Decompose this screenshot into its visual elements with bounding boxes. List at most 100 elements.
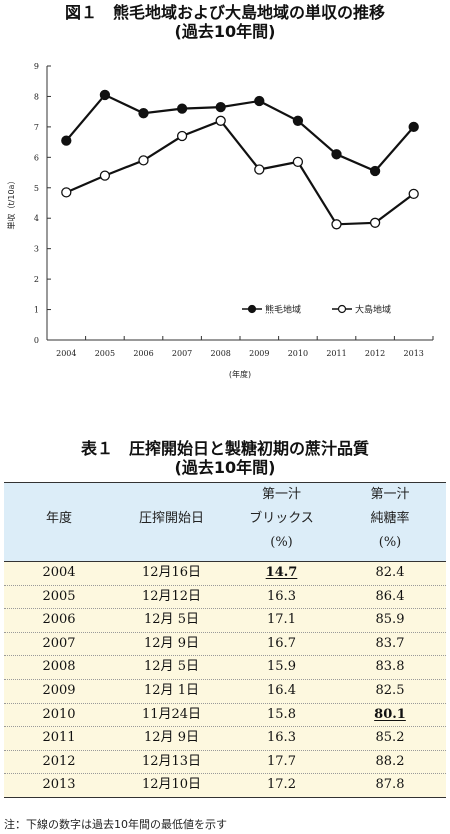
data-point-open xyxy=(138,155,149,166)
chart-axes: 0 1 2 3 4 5 6 7 8 9 2004 2005 2006 2007 2008 2009 2010 20… xyxy=(6,62,434,379)
cell-year: 2010 xyxy=(42,706,76,722)
header-brix: 第一汁 ブリックス (%) xyxy=(249,487,314,550)
data-point-filled xyxy=(61,135,72,146)
x-axis-label: (年度) xyxy=(229,369,251,379)
y-tick-label: 1 xyxy=(34,306,39,315)
table-row: 2009 12月 1日 16.4 82.5 xyxy=(4,679,446,704)
data-point-open xyxy=(99,170,111,181)
data-point-open xyxy=(369,217,381,228)
legend-marker xyxy=(247,304,257,314)
data-point-open xyxy=(292,156,304,168)
chart-series xyxy=(61,89,419,230)
data-point-filled xyxy=(292,115,304,126)
cell-start-date: 12月 1日 xyxy=(144,682,199,698)
cell-year: 2008 xyxy=(42,659,76,675)
figure-title: 図１ 熊毛地域および大島地域の単収の推移 xyxy=(64,3,385,22)
chart-legend: 熊毛地域 大島地域 xyxy=(242,304,391,316)
cell-brix: 14.7 xyxy=(265,565,298,580)
cell-start-date: 12月 5日 xyxy=(144,612,199,628)
data-point-filled xyxy=(99,89,111,101)
cell-purity: 87.8 xyxy=(375,777,405,793)
data-point-filled xyxy=(215,101,226,113)
y-tick-label: 9 xyxy=(34,62,39,71)
data-point-filled xyxy=(408,121,419,133)
table-row: 2013 12月10日 17.2 87.8 xyxy=(4,774,446,798)
cell-start-date: 12月 9日 xyxy=(144,730,199,746)
cell-purity: 85.2 xyxy=(375,730,405,746)
legend-label: 熊毛地域 xyxy=(265,304,301,316)
cell-brix: 15.9 xyxy=(267,659,296,675)
cell-start-date: 12月 5日 xyxy=(144,659,199,675)
table-row: 2007 12月 9日 16.7 83.7 xyxy=(4,632,446,657)
cell-brix: 17.7 xyxy=(267,753,296,769)
cell-year: 2012 xyxy=(42,753,76,769)
legend-marker xyxy=(337,304,347,314)
data-point-filled xyxy=(138,108,149,119)
table-row: 2005 12月12日 16.3 86.4 xyxy=(4,585,446,610)
cell-year: 2011 xyxy=(42,730,76,746)
table-subtitle: (過去10年間) xyxy=(174,458,276,477)
cell-purity: 88.2 xyxy=(375,753,405,769)
cell-brix: 17.2 xyxy=(267,777,296,793)
cell-start-date: 12月12日 xyxy=(141,588,202,604)
x-tick-label: 2010 xyxy=(288,349,308,358)
cell-start-date: 12月10日 xyxy=(141,777,202,793)
y-tick-label: 5 xyxy=(34,184,39,193)
cell-start-date: 12月 9日 xyxy=(144,635,199,651)
cell-purity: 86.4 xyxy=(375,588,405,604)
x-tick-label: 2011 xyxy=(326,349,346,358)
table-row: 2008 12月 5日 15.9 83.8 xyxy=(4,656,446,680)
x-tick-label: 2012 xyxy=(365,349,385,358)
x-tick-label: 2005 xyxy=(95,349,115,358)
legend-label: 大島地域 xyxy=(355,304,391,316)
y-axis-label: 単収（t/10a） xyxy=(6,177,16,230)
table-note: 注：下線の数字は過去10年間の最低値を示す xyxy=(4,818,227,831)
figure-subtitle: (過去10年間) xyxy=(174,22,276,41)
data-point-filled xyxy=(176,103,188,114)
data-point-open xyxy=(254,164,265,175)
data-table: 年度 圧搾開始日 第一汁 ブリックス (%) 第一汁 純糖率 (%) 2004 1… xyxy=(4,482,446,798)
table-header: 年度 圧搾開始日 第一汁 ブリックス (%) 第一汁 純糖率 (%) xyxy=(4,482,446,562)
cell-purity: 83.7 xyxy=(375,635,405,651)
table-row: 2004 12月16日 14.7 82.4 xyxy=(4,562,446,586)
x-tick-label: 2006 xyxy=(133,349,153,358)
cell-start-date: 11月24日 xyxy=(141,706,202,722)
cell-purity: 85.9 xyxy=(375,612,405,628)
data-point-filled xyxy=(254,95,265,107)
cell-year: 2006 xyxy=(42,612,76,628)
x-tick-label: 2008 xyxy=(211,349,231,358)
table-row: 2010 11月24日 15.8 80.1 xyxy=(4,703,446,728)
x-tick-label: 2009 xyxy=(249,349,269,358)
cell-brix: 15.8 xyxy=(267,706,296,722)
header-year: 年度 xyxy=(45,511,72,526)
cell-year: 2007 xyxy=(42,635,76,651)
series-line xyxy=(65,119,415,226)
y-tick-label: 0 xyxy=(34,336,39,345)
data-point-filled xyxy=(369,165,381,177)
data-point-open xyxy=(408,188,419,200)
data-point-open xyxy=(61,187,72,198)
cell-brix: 16.7 xyxy=(267,635,296,651)
cell-brix: 17.1 xyxy=(267,612,296,628)
x-tick-label: 2007 xyxy=(172,349,192,358)
cell-purity: 83.8 xyxy=(375,659,405,675)
cell-year: 2005 xyxy=(42,588,76,604)
cell-purity: 82.4 xyxy=(375,565,405,580)
table-row: 2006 12月 5日 17.1 85.9 xyxy=(4,609,446,633)
cell-year: 2009 xyxy=(42,682,76,698)
y-tick-label: 8 xyxy=(34,92,39,101)
y-tick-label: 6 xyxy=(34,153,39,162)
y-tick-label: 7 xyxy=(34,123,39,132)
data-point-open xyxy=(215,115,226,126)
x-tick-label: 2004 xyxy=(56,349,76,358)
data-point-open xyxy=(331,219,342,230)
y-tick-label: 4 xyxy=(34,214,39,223)
data-point-filled xyxy=(331,149,342,160)
data-point-open xyxy=(176,130,188,142)
y-tick-label: 2 xyxy=(34,275,39,284)
cell-year: 2013 xyxy=(42,777,76,793)
cell-brix: 16.4 xyxy=(267,682,296,698)
table-row: 2011 12月 9日 16.3 85.2 xyxy=(4,727,446,751)
header-purity: 第一汁 純糖率 (%) xyxy=(370,487,410,550)
y-tick-label: 3 xyxy=(34,245,39,254)
